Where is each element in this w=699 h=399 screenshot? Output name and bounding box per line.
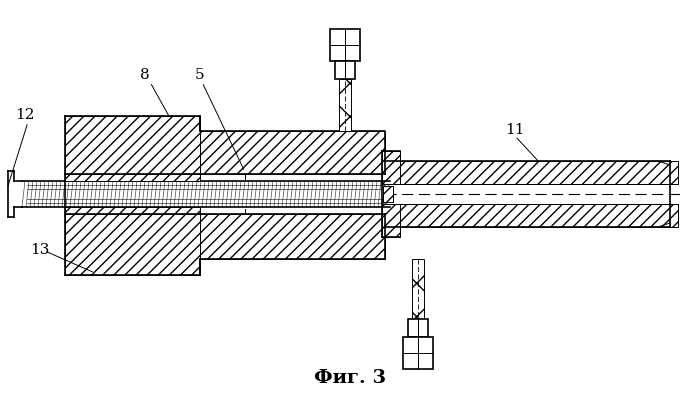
Bar bbox=[22, 181, 390, 207]
Bar bbox=[65, 174, 385, 214]
Text: 8: 8 bbox=[140, 68, 150, 82]
Bar bbox=[65, 207, 200, 214]
Bar bbox=[65, 214, 200, 275]
Bar bbox=[385, 184, 678, 204]
Text: Фиг. 3: Фиг. 3 bbox=[314, 369, 386, 387]
Bar bbox=[403, 337, 433, 369]
Bar bbox=[385, 204, 678, 227]
Bar bbox=[383, 186, 393, 202]
Text: 13: 13 bbox=[30, 243, 50, 257]
Text: 12: 12 bbox=[15, 108, 34, 122]
Bar bbox=[412, 259, 424, 319]
Bar bbox=[383, 186, 393, 202]
Text: 5: 5 bbox=[195, 68, 205, 82]
Bar bbox=[65, 116, 200, 174]
Bar bbox=[65, 174, 200, 181]
Bar bbox=[382, 151, 400, 184]
Bar bbox=[200, 214, 385, 259]
Text: 11: 11 bbox=[505, 123, 524, 137]
Bar bbox=[339, 79, 351, 131]
Bar bbox=[330, 29, 360, 61]
Bar bbox=[382, 204, 400, 237]
Bar bbox=[385, 161, 678, 184]
Bar bbox=[200, 131, 385, 174]
Bar bbox=[408, 319, 428, 337]
Bar bbox=[335, 61, 355, 79]
